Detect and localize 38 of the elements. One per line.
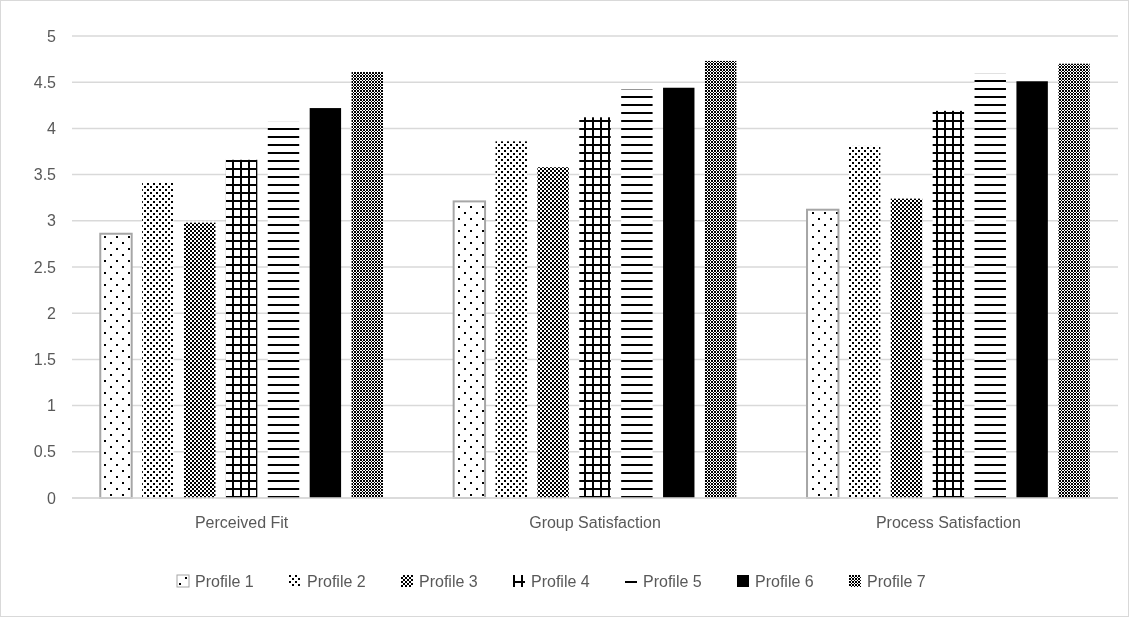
legend-label: Profile 4 [531, 572, 590, 590]
x-tick-label: Group Satisfaction [529, 514, 661, 531]
bar [351, 72, 383, 498]
legend-label: Profile 5 [643, 572, 702, 590]
bar [932, 110, 965, 498]
legend-label: Profile 6 [755, 572, 814, 590]
legend-label: Profile 2 [307, 572, 366, 590]
y-tick-label: 0 [47, 489, 57, 507]
bar [663, 87, 695, 498]
bar [495, 141, 527, 498]
bar [579, 117, 611, 498]
bar [806, 208, 840, 499]
bar [890, 198, 923, 498]
y-tick-label: 2 [47, 304, 57, 322]
bar [537, 167, 569, 498]
y-tick-label: 3 [47, 212, 57, 230]
y-tick-label: 4.5 [33, 73, 57, 91]
bar [452, 200, 487, 499]
bar [309, 108, 342, 498]
y-tick-label: 4 [47, 120, 57, 137]
bar [99, 232, 133, 499]
bar [704, 60, 737, 498]
x-tick-label: Perceived Fit [194, 514, 289, 531]
y-tick-label: 1 [47, 397, 57, 415]
bar [848, 145, 881, 498]
legend-label: Profile 7 [867, 572, 926, 590]
bar [1058, 63, 1090, 498]
x-tick-label: Process Satisfaction [875, 514, 1021, 531]
y-tick-label: 0.5 [33, 443, 57, 461]
bar [1016, 81, 1048, 498]
y-tick-label: 3.5 [33, 166, 57, 184]
y-tick-label: 5 [47, 27, 57, 45]
y-tick-label: 1.5 [33, 351, 57, 368]
bar [184, 222, 216, 498]
legend-label: Profile 3 [419, 572, 478, 590]
y-tick-label: 2.5 [33, 258, 57, 276]
bar [225, 159, 258, 498]
legend-label: Profile 1 [195, 572, 254, 590]
